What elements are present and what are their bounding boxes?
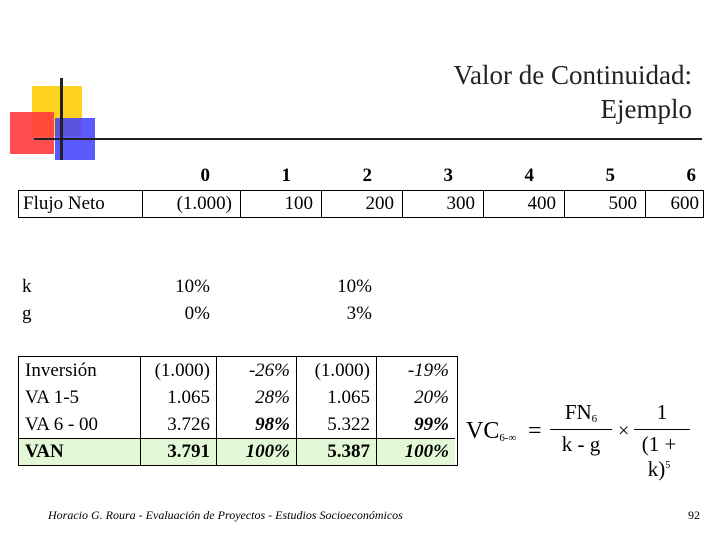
- param-value: 10%: [337, 276, 372, 297]
- param-value: 10%: [175, 276, 210, 297]
- pct-cell: 28%: [255, 387, 290, 408]
- year-header: 5: [605, 165, 616, 186]
- formula-denominator: k - g: [561, 432, 601, 456]
- param-value: 3%: [346, 303, 372, 324]
- param-label: g: [22, 303, 32, 324]
- formula-numerator: FN6: [564, 400, 598, 425]
- formula-numerator-2: 1: [656, 400, 668, 424]
- flujo-value: 600: [670, 193, 700, 214]
- param-g-row: g 0% 3%: [22, 303, 382, 330]
- year-header: 3: [443, 165, 454, 186]
- year-header-row: 0 1 2 3 4 5 6: [0, 165, 720, 189]
- scenario-a-pcts: -26% 28% 98% 100%: [217, 357, 297, 465]
- title-line-2: Ejemplo: [600, 94, 692, 124]
- param-value: 0%: [184, 303, 210, 324]
- param-label: k: [22, 276, 32, 297]
- flujo-value: 500: [565, 191, 646, 217]
- year-header: 4: [524, 165, 535, 186]
- formula-equals: =: [528, 418, 542, 444]
- fraction-bar: [634, 429, 690, 430]
- value-cell: (1.000): [154, 360, 210, 381]
- pct-cell: -26%: [248, 360, 290, 381]
- value-cell: 1.065: [327, 387, 370, 408]
- year-header: 1: [281, 165, 292, 186]
- footer-text: Horacio G. Roura - Evaluación de Proyect…: [48, 508, 403, 522]
- flujo-value: 200: [322, 191, 403, 217]
- fraction-bar: [550, 429, 612, 430]
- formula-numerator-subscript: 6: [591, 413, 598, 425]
- formula-lhs: VC6-∞: [466, 418, 517, 444]
- flujo-neto-table: Flujo Neto (1.000) 100 200 300 400 500 6…: [18, 190, 704, 218]
- formula-exponent: 5: [665, 460, 671, 471]
- continuity-value-formula: VC6-∞ = FN6 k - g × 1 (1 + k)5: [466, 398, 696, 481]
- year-header: 6: [686, 165, 697, 186]
- row-label: Inversión: [25, 360, 97, 381]
- formula-denominator-2: (1 + k)5: [641, 432, 677, 481]
- flujo-value: (1.000): [143, 191, 241, 217]
- value-cell: (1.000): [314, 360, 370, 381]
- value-cell: 5.322: [327, 414, 370, 435]
- pct-cell: 100%: [404, 441, 449, 462]
- deco-red-square: [10, 112, 54, 154]
- pct-cell: 99%: [414, 414, 449, 435]
- flujo-neto-label: Flujo Neto: [19, 191, 143, 217]
- flujo-value: 100: [241, 191, 322, 217]
- deco-vertical-line: [60, 78, 63, 160]
- title-line-1: Valor de Continuidad:: [453, 60, 692, 90]
- pct-cell: 20%: [414, 387, 449, 408]
- value-cell: 3.791: [167, 441, 210, 462]
- scenario-b-values: (1.000) 1.065 5.322 5.387: [297, 357, 377, 465]
- scenario-a-values: (1.000) 1.065 3.726 3.791: [141, 357, 217, 465]
- parameters-block: k 10% 10% g 0% 3%: [22, 276, 382, 330]
- pct-cell: -19%: [407, 360, 449, 381]
- van-row-highlight: [19, 438, 455, 465]
- param-k-row: k 10% 10%: [22, 276, 382, 303]
- value-cell: 3.726: [167, 414, 210, 435]
- pct-cell: 98%: [255, 414, 290, 435]
- flujo-value: 400: [484, 191, 565, 217]
- flujo-value: 300: [403, 191, 484, 217]
- formula-times: ×: [618, 420, 630, 442]
- value-cell: 1.065: [167, 387, 210, 408]
- pct-cell: 100%: [245, 441, 290, 462]
- row-label: VA 6 - 00: [25, 414, 99, 435]
- year-header: 2: [362, 165, 373, 186]
- slide-title: Valor de Continuidad: Ejemplo: [454, 58, 692, 126]
- formula-lhs-subscript: 6-∞: [499, 432, 517, 444]
- van-table: Inversión VA 1-5 VA 6 - 00 VAN (1.000) 1…: [18, 356, 458, 466]
- year-header: 0: [200, 165, 211, 186]
- row-label: VAN: [25, 441, 64, 462]
- van-label-column: Inversión VA 1-5 VA 6 - 00 VAN: [19, 357, 141, 465]
- title-divider-line: [34, 138, 702, 140]
- row-label: VA 1-5: [25, 387, 80, 408]
- value-cell: 5.387: [327, 441, 370, 462]
- scenario-b-pcts: -19% 20% 99% 100%: [377, 357, 455, 465]
- page-number: 92: [688, 508, 700, 522]
